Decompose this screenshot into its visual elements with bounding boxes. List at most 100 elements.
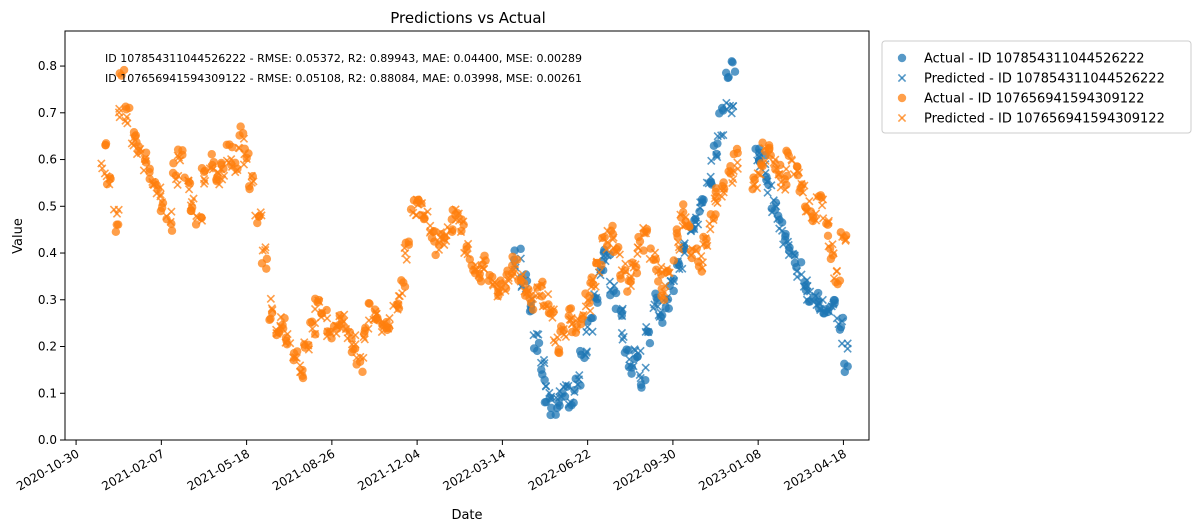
predicted-point [227, 154, 236, 164]
predicted-point [340, 310, 349, 319]
predicted-point [702, 178, 712, 187]
predicted-point [471, 265, 480, 274]
actual-point [654, 277, 663, 286]
actual-point [117, 71, 126, 80]
y-tick-label: 0.1 [38, 386, 57, 400]
actual-point [262, 264, 271, 273]
actual-point [534, 338, 544, 348]
legend-circle-marker [897, 53, 907, 63]
predicted-point [770, 159, 779, 169]
predicted-point [283, 329, 292, 339]
predicted-point [423, 207, 432, 216]
actual-point [227, 142, 237, 152]
predicted-point [779, 240, 788, 249]
predicted-point [184, 185, 194, 194]
predicted-point [551, 338, 560, 347]
predicted-point [834, 319, 843, 329]
predicted-point [310, 329, 320, 339]
predicted-point [626, 281, 636, 291]
predicted-point [573, 317, 582, 326]
predicted-point [402, 255, 411, 264]
predicted-point [586, 306, 595, 316]
predicted-point [636, 346, 645, 356]
actual-point [173, 145, 183, 154]
actual-point [622, 345, 631, 354]
predicted-point [456, 227, 466, 237]
actual-point [669, 256, 678, 265]
predicted-point [332, 329, 341, 338]
predicted-point [359, 332, 368, 342]
actual-point [129, 128, 139, 137]
actual-point [191, 220, 201, 229]
predicted-point [709, 215, 718, 225]
predicted-point [805, 197, 814, 206]
predicted-point [703, 241, 712, 251]
actual-point [777, 218, 787, 227]
predicted-point [639, 223, 648, 233]
predicted-point [121, 116, 130, 125]
actual-point [730, 67, 740, 76]
predicted-point [372, 310, 381, 319]
predicted-point [803, 207, 812, 216]
actual-point [632, 268, 642, 278]
predicted-point [276, 321, 285, 330]
predicted-point [332, 322, 342, 331]
predicted-point [805, 287, 815, 296]
legend-label: Actual - ID 107656941594309122 [924, 92, 1145, 107]
predicted-point [722, 105, 731, 114]
y-tick-label: 0.6 [38, 153, 57, 167]
predicted-point [443, 223, 452, 232]
predicted-point [728, 102, 738, 111]
predicted-point [560, 330, 569, 339]
actual-point [207, 150, 216, 159]
predicted-point [540, 358, 549, 368]
predicted-point [234, 143, 243, 152]
predicted-point [451, 205, 460, 214]
predicted-point [617, 311, 627, 321]
predicted-point [156, 183, 165, 192]
predicted-point [310, 304, 320, 314]
actual-point [758, 138, 767, 147]
actual-point [732, 144, 742, 154]
predicted-point [156, 192, 165, 201]
predicted-point [773, 214, 782, 224]
actual-point [659, 295, 669, 305]
predicted-point [733, 158, 742, 167]
points-layer [97, 57, 852, 420]
predicted-point [266, 294, 276, 303]
predicted-point [817, 201, 827, 210]
actual-point [706, 210, 716, 219]
y-axis: 0.0 0.1 0.2 0.3 0.4 0.5 0.6 0.7 0.8 [38, 59, 65, 447]
predicted-point [797, 179, 806, 189]
predicted-point [829, 274, 839, 283]
predicted-point [129, 134, 138, 143]
predicted-point [595, 268, 604, 277]
actual-point [236, 122, 245, 131]
predicted-point [583, 296, 592, 305]
predicted-point [175, 156, 185, 165]
actual-point [782, 171, 792, 181]
predicted-point [712, 152, 722, 162]
legend-circle-marker [897, 93, 907, 103]
predicted-point [710, 194, 719, 203]
predicted-point [267, 304, 277, 313]
predicted-point [843, 339, 852, 348]
actual-point [709, 141, 719, 151]
predicted-point [555, 393, 564, 402]
chart-title: Predictions vs Actual [390, 9, 546, 27]
predicted-point [838, 232, 847, 241]
predicted-point [532, 329, 542, 339]
metrics-annotations: ID 107854311044526222 - RMSE: 0.05372, R… [105, 52, 582, 85]
actual-point [639, 246, 648, 255]
predicted-point [605, 277, 615, 286]
plot-area [64, 30, 870, 441]
actual-point [627, 369, 636, 378]
predicted-point [790, 251, 799, 260]
predicted-point [418, 210, 428, 219]
predicted-point [829, 249, 838, 258]
predicted-point [706, 225, 715, 234]
predicted-point [546, 394, 556, 404]
predicted-point [609, 233, 618, 242]
actual-point [529, 344, 539, 353]
predicted-point [698, 258, 708, 267]
